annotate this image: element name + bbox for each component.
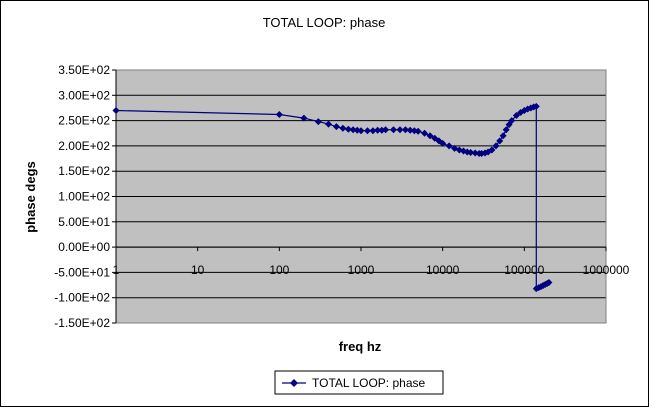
data-point (492, 142, 500, 150)
x-axis-title: freq hz (339, 339, 382, 354)
data-point (378, 126, 386, 134)
data-point (421, 129, 429, 137)
data-point (414, 127, 422, 135)
x-tick-label: 100 (269, 263, 289, 277)
data-point (496, 137, 504, 145)
legend-marker (290, 379, 298, 387)
data-point (339, 124, 347, 132)
data-point (426, 132, 434, 140)
y-tick-label: 3.50E+02 (58, 63, 110, 77)
data-series (112, 102, 553, 293)
y-tick-label: -5.00E+01 (54, 265, 110, 279)
data-point (502, 126, 510, 134)
legend-box (274, 370, 444, 395)
data-point (471, 149, 479, 157)
x-tick-label: 10 (191, 263, 205, 277)
data-point (349, 126, 357, 134)
data-point (545, 279, 553, 287)
data-point (499, 132, 507, 140)
data-point (488, 146, 496, 154)
data-point (401, 126, 409, 134)
y-tick-label: -1.00E+02 (54, 291, 110, 305)
data-point (275, 111, 283, 119)
data-point (344, 125, 352, 133)
y-tick-label: 1.00E+02 (58, 190, 110, 204)
data-point (332, 123, 340, 131)
x-tick-label: 1000 (348, 263, 375, 277)
legend: TOTAL LOOP: phase (274, 370, 444, 395)
data-point (508, 117, 516, 125)
y-tick-label: 1.50E+02 (58, 164, 110, 178)
y-axis-title: phase degs (23, 161, 38, 233)
x-tick-label: 1 (113, 263, 120, 277)
y-tick-label: 2.00E+02 (58, 139, 110, 153)
data-point (532, 102, 540, 110)
data-point (369, 127, 377, 135)
data-point (382, 126, 390, 134)
y-tick-label: 3.00E+02 (58, 88, 110, 102)
data-point (396, 126, 404, 134)
x-tick-label: 10000 (426, 263, 460, 277)
data-point (512, 112, 520, 120)
y-tick-label: 0.00E+00 (58, 240, 110, 254)
data-point (314, 118, 322, 126)
data-point (467, 148, 475, 156)
data-point (374, 126, 382, 134)
data-point (389, 126, 397, 134)
data-point (445, 142, 453, 150)
data-point (363, 127, 371, 135)
x-tick-label: 100000 (504, 263, 544, 277)
y-tick-label: 2.50E+02 (58, 114, 110, 128)
x-tick-label: 1000000 (583, 263, 630, 277)
y-tick-label: 5.00E+01 (58, 215, 110, 229)
data-point (300, 114, 308, 122)
data-point (112, 106, 120, 114)
chart-title: TOTAL LOOP: phase (263, 15, 386, 30)
data-point (439, 139, 447, 147)
tick-labels: 3.50E+02 3.00E+02 2.50E+02 2.00E+02 1.50E+02… (54, 63, 629, 330)
data-point (406, 126, 414, 134)
data-point (325, 120, 333, 128)
data-point (357, 127, 365, 135)
y-tick-label: -1.50E+02 (54, 316, 110, 330)
legend-label: TOTAL LOOP: phase (312, 376, 425, 390)
